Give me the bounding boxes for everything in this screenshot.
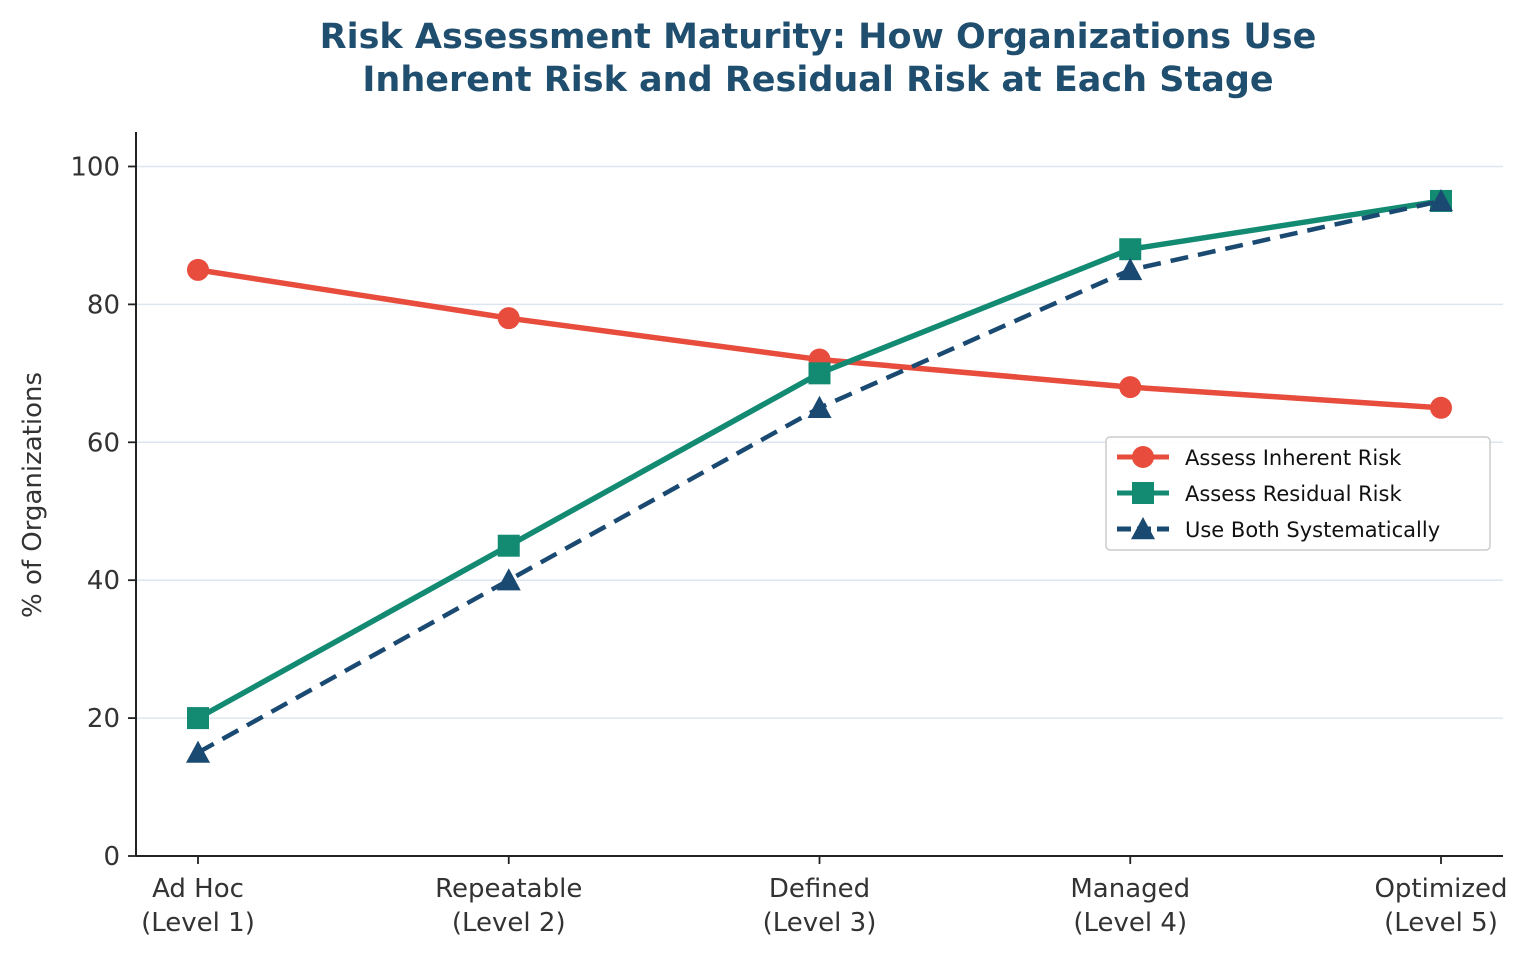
series-3-point-5 — [1429, 188, 1453, 212]
series-3-point-3 — [807, 395, 832, 419]
x-tick-label-2-line-2: (Level 3) — [763, 908, 877, 938]
y-tick-label-40: 40 — [87, 566, 120, 596]
x-tick-label-1-line-2: (Level 2) — [452, 908, 566, 938]
y-axis-ticks: 0 20 40 60 80 100 — [70, 152, 136, 872]
y-tick-label-60: 60 — [87, 428, 120, 458]
y-axis-label: % of Organizations — [18, 372, 48, 618]
series-3-point-1 — [186, 740, 210, 763]
x-tick-label-0-line-2: (Level 1) — [141, 908, 255, 938]
y-tick-label-80: 80 — [87, 290, 120, 320]
x-axis-ticks: Ad Hoc (Level 1) Repeatable (Level 2) Define… — [141, 856, 1508, 938]
x-tick-label-3-line-2: (Level 4) — [1073, 908, 1187, 938]
y-tick-label-100: 100 — [70, 152, 120, 182]
x-tick-label-2-line-1: Defined — [769, 874, 870, 904]
legend-label-2: Assess Residual Risk — [1185, 482, 1402, 506]
series-3-point-4 — [1118, 257, 1143, 281]
y-tick-label-20: 20 — [87, 704, 120, 734]
x-tick-label-1-line-1: Repeatable — [435, 874, 582, 904]
legend-marker-3 — [1131, 517, 1155, 540]
series-2-point-1 — [187, 707, 209, 730]
chart-title-line-2: Inherent Risk and Residual Risk at Each … — [362, 60, 1273, 100]
legend-marker-1 — [1132, 446, 1154, 468]
series-1-point-1 — [187, 258, 209, 281]
series-1-point-2 — [497, 307, 520, 330]
x-tick-label-4-line-1: Optimized — [1374, 874, 1507, 904]
series-2-point-3 — [808, 362, 831, 385]
chart-title-line-1: Risk Assessment Maturity: How Organizati… — [320, 17, 1317, 57]
legend-label-3: Use Both Systematically — [1185, 518, 1440, 542]
legend-marker-2 — [1132, 482, 1154, 504]
series-3-point-2 — [496, 568, 521, 591]
series-2-point-2 — [497, 534, 520, 557]
x-tick-label-4-line-2: (Level 5) — [1384, 908, 1498, 938]
y-tick-label-0: 0 — [103, 842, 120, 872]
series-1-point-5 — [1430, 396, 1452, 419]
series-group — [186, 188, 1453, 763]
gridlines — [136, 165, 1503, 719]
x-tick-label-3-line-1: Managed — [1070, 874, 1190, 904]
legend-label-1: Assess Inherent Risk — [1185, 446, 1402, 470]
series-2-point-4 — [1119, 238, 1142, 261]
legend-box — [1105, 436, 1491, 551]
series-1-point-4 — [1119, 376, 1142, 399]
series-line-1 — [197, 267, 1442, 411]
legend: Assess Inherent Risk Assess Residual Risk… — [1105, 436, 1491, 551]
x-tick-label-0-line-1: Ad Hoc — [152, 874, 244, 904]
